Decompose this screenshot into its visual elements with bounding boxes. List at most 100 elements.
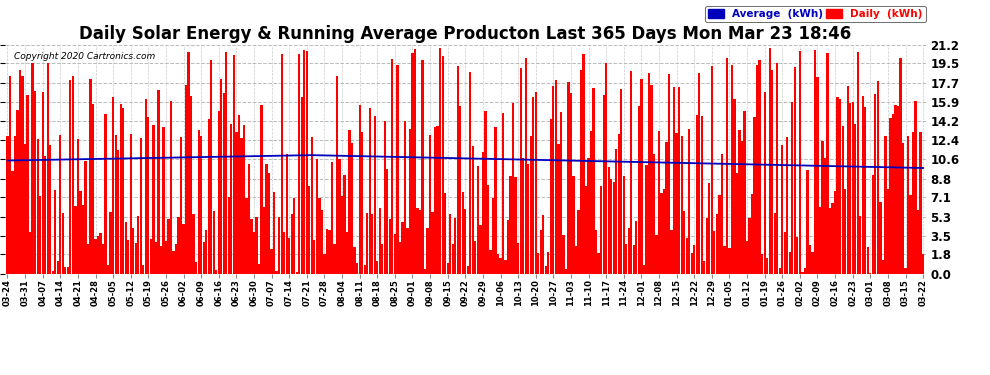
Bar [474,241,476,274]
Bar [442,56,444,274]
Bar [187,52,190,274]
Bar [45,156,47,274]
Bar [92,104,94,274]
Bar [50,145,51,274]
Bar [341,196,344,274]
Bar [768,48,771,274]
Bar [564,269,567,274]
Bar [278,217,280,274]
Bar [37,139,39,274]
Bar [595,230,597,274]
Bar [756,64,758,274]
Bar [424,269,426,274]
Bar [678,87,680,274]
Bar [721,154,723,274]
Bar [449,214,451,274]
Bar [154,242,157,274]
Bar [213,211,215,274]
Bar [703,261,706,274]
Bar [806,170,809,274]
Title: Daily Solar Energy & Running Average Producton Last 365 Days Mon Mar 23 18:46: Daily Solar Energy & Running Average Pro… [79,26,851,44]
Bar [832,203,834,274]
Bar [130,134,132,274]
Bar [351,143,353,274]
Bar [688,129,690,274]
Bar [132,228,135,274]
Bar [753,117,755,274]
Bar [233,55,235,274]
Bar [285,154,288,274]
Bar [647,73,650,274]
Text: Copyright 2020 Cartronics.com: Copyright 2020 Cartronics.com [14,52,155,61]
Bar [598,254,600,274]
Bar [824,158,827,274]
Bar [148,117,149,274]
Bar [228,197,230,274]
Bar [718,195,721,274]
Bar [731,64,733,274]
Bar [502,113,504,274]
Bar [177,217,179,274]
Bar [489,250,492,274]
Bar [454,218,456,274]
Bar [6,136,9,274]
Bar [248,164,250,274]
Bar [827,53,829,274]
Bar [185,85,187,274]
Bar [799,51,801,274]
Bar [29,232,32,274]
Bar [399,242,401,274]
Bar [394,234,396,274]
Bar [638,106,640,274]
Bar [102,244,104,274]
Bar [265,164,267,274]
Bar [512,103,514,274]
Bar [231,124,233,274]
Bar [434,127,437,274]
Bar [794,67,796,274]
Bar [241,138,243,274]
Bar [66,267,69,274]
Bar [61,213,64,274]
Bar [641,80,643,274]
Bar [9,76,11,274]
Bar [660,194,662,274]
Bar [280,54,283,274]
Bar [809,245,811,274]
Bar [577,210,579,274]
Bar [726,58,728,274]
Bar [353,247,355,274]
Bar [321,210,323,274]
Bar [273,192,275,274]
Bar [663,189,665,274]
Bar [887,189,889,274]
Bar [696,115,698,274]
Bar [117,150,119,274]
Bar [515,177,517,274]
Bar [42,92,44,274]
Bar [771,70,773,274]
Bar [180,137,182,274]
Bar [301,97,303,274]
Bar [446,262,448,274]
Bar [414,49,416,274]
Bar [522,158,525,274]
Bar [318,198,321,274]
Bar [439,48,442,274]
Bar [268,172,270,274]
Bar [751,194,753,274]
Bar [766,258,768,274]
Bar [99,233,102,274]
Bar [432,212,434,274]
Bar [24,144,26,274]
Bar [776,63,778,274]
Bar [538,253,540,274]
Bar [902,143,904,274]
Bar [804,268,806,274]
Bar [562,235,564,274]
Bar [625,244,628,274]
Bar [461,192,464,274]
Bar [817,76,819,274]
Bar [288,238,290,274]
Bar [190,96,192,274]
